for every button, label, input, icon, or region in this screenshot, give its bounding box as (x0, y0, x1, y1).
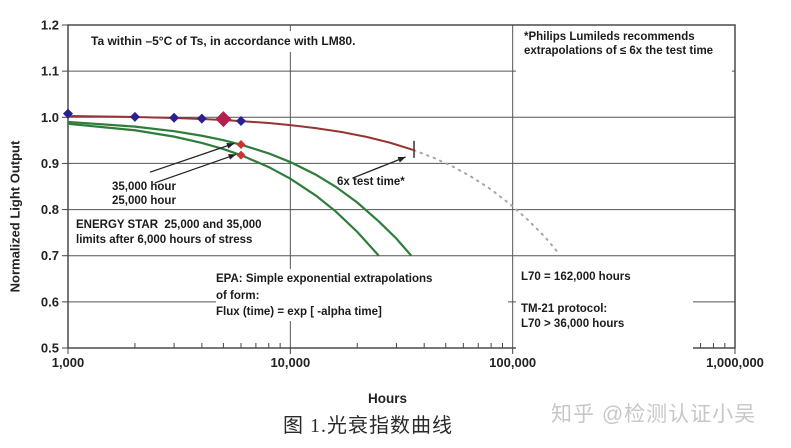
marker-lm80-test-points (129, 111, 140, 122)
plot-border (67, 24, 736, 349)
annotation-epa-line3: Flux (time) = exp [ -alpha time] (216, 306, 382, 318)
annotation-ta-lm80-note: Ta within –5°C of Ts, in accordance with… (75, 31, 477, 52)
watermark-zhihu: 知乎 @检测认证小吴 (551, 403, 757, 426)
annotation-philips-note: *Philips Lumileds recommends extrapolati… (516, 27, 732, 114)
y-tick-label: 0.6 (41, 294, 59, 309)
marker-highlight-5000h-point (215, 111, 232, 128)
x-tick-label: 100,000 (489, 355, 536, 370)
marker-lm80-test-points (196, 113, 207, 124)
series-curve (67, 120, 413, 257)
annotation-tm21-protocol: TM-21 protocol: (521, 303, 608, 315)
series-curve (67, 122, 380, 257)
y-tick-label: 0.5 (41, 341, 59, 356)
annotation-arrowhead (226, 142, 235, 149)
annotation-arrow-line (149, 142, 235, 173)
y-tick-label: 0.9 (41, 156, 59, 171)
annotation-epa-line2: of form: (216, 289, 260, 302)
marker-lm80-test-points (236, 115, 247, 126)
x-axis-title: Hours (368, 391, 408, 406)
y-tick-label: 0.7 (41, 248, 59, 263)
marker-lm80-test-points (63, 108, 73, 119)
x-tick-label: 1,000 (52, 355, 85, 370)
annotation-energy-star-note: ENERGY STAR 25,000 and 35,000 limits aft… (76, 218, 288, 248)
figure-caption: 图 1.光衰指数曲线 (283, 415, 453, 437)
x-tick-label: 1,000,000 (706, 355, 764, 370)
marker-6000h-limit-points (236, 150, 246, 160)
annotation-25000-hour: 25,000 hour (112, 195, 176, 207)
x-tick-label: 10,000 (270, 355, 310, 370)
annotation-l70-value: L70 = 162,000 hours (521, 271, 631, 283)
annotation-l70-tm21-box: L70 = 162,000 hours TM-21 protocol: L70 … (516, 262, 693, 352)
annotation-arrow-line (352, 156, 406, 179)
annotation-epa-line1: EPA: Simple exponential extrapolations (216, 273, 433, 285)
annotation-tm21-l70: L70 > 36,000 hours (521, 318, 625, 330)
y-tick-label: 1.2 (41, 18, 59, 33)
y-tick-label: 1.1 (41, 64, 59, 79)
series-curve (413, 149, 561, 256)
marker-6000h-limit-points (236, 140, 246, 150)
annotation-hour-limits-label: 35,000 hour 25,000 hour (112, 180, 176, 208)
marker-lm80-test-points (169, 112, 180, 123)
y-axis-title: Normalized Light Output (7, 140, 23, 293)
y-tick-label: 1.0 (41, 110, 59, 125)
annotation-arrow-line (154, 153, 237, 184)
annotation-arrowhead (228, 154, 237, 160)
annotation-35000-hour: 35,000 hour (112, 181, 176, 193)
y-tick-label: 0.8 (41, 202, 59, 217)
annotation-arrowhead (397, 156, 406, 163)
annotation-epa-note: EPA: Simple exponential extrapolations o… (216, 269, 508, 321)
annotation-6x-test-time: 6x test time* (337, 176, 405, 188)
